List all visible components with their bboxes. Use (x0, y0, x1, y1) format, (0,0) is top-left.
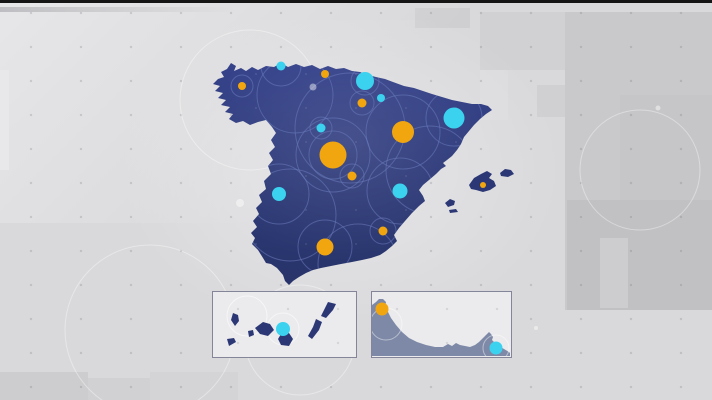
marker-ring (64, 244, 236, 400)
map-rings (230, 63, 483, 285)
canary-markers (276, 322, 290, 336)
ibiza-shape (445, 199, 455, 207)
event-marker-orange (375, 302, 389, 316)
marker-ring (365, 94, 441, 170)
formentera-shape (449, 209, 458, 213)
marker-ring (482, 334, 510, 356)
la-palma-shape (231, 313, 239, 326)
event-marker-cyan (377, 94, 385, 102)
gran-canaria-shape (278, 333, 293, 346)
marker-ring (256, 63, 334, 134)
map-markers (238, 61, 486, 256)
bg-tile (567, 200, 712, 310)
el-hierro-shape (227, 338, 236, 346)
marker-ring (349, 90, 375, 116)
map-sparkles (236, 83, 661, 330)
event-marker-cyan (443, 107, 465, 129)
event-marker-orange (357, 98, 367, 108)
event-marker-cyan (316, 123, 326, 133)
event-marker-orange (392, 121, 414, 143)
sparkle-dot (236, 199, 244, 207)
sparkle-dot (534, 326, 538, 330)
bg-tile (620, 95, 712, 200)
la-gomera-shape (248, 330, 254, 337)
sparkle-dot (655, 105, 661, 111)
event-marker-orange (321, 70, 329, 78)
event-marker-cyan (356, 72, 374, 90)
coast-inset-svg (372, 299, 510, 356)
event-marker-orange (480, 182, 486, 188)
event-marker-orange (378, 226, 388, 236)
event-marker-cyan (276, 322, 290, 336)
marker-ring (308, 130, 358, 180)
marker-ring (309, 116, 333, 140)
marker-ring (579, 109, 701, 231)
canary-islands-shapes (227, 302, 336, 346)
marker-ring (295, 117, 371, 193)
tenerife-shape (255, 322, 274, 336)
top-gray-streak (0, 7, 235, 12)
bg-tile (150, 372, 238, 400)
event-marker-orange (316, 238, 334, 256)
top-letterbox-bar (0, 0, 712, 3)
canary-islands-inset (212, 291, 357, 358)
menorca-shape (500, 169, 514, 177)
fuerteventura-shape (308, 319, 322, 339)
marker-ring (230, 74, 254, 98)
event-marker-orange (319, 141, 347, 169)
lanzarote-shape (321, 302, 336, 318)
event-marker-orange (347, 171, 357, 181)
event-marker-cyan (276, 61, 286, 71)
sparkle-dot (309, 83, 317, 91)
marker-ring (369, 217, 397, 245)
bg-tile (88, 378, 150, 400)
bg-tile (0, 372, 88, 400)
balearic-islands (445, 169, 514, 213)
event-marker-orange (238, 82, 246, 90)
canary-islands-svg (226, 295, 336, 346)
bg-tile (600, 238, 628, 308)
event-marker-cyan (489, 341, 503, 355)
coast-markers (375, 302, 503, 355)
coastline-shape (372, 299, 510, 356)
north-africa-coast-inset (371, 291, 512, 358)
event-marker-cyan (392, 183, 408, 199)
mallorca-shape (469, 171, 496, 192)
event-marker-cyan (272, 187, 286, 201)
marker-ring (226, 295, 268, 337)
marker-ring (339, 163, 365, 189)
